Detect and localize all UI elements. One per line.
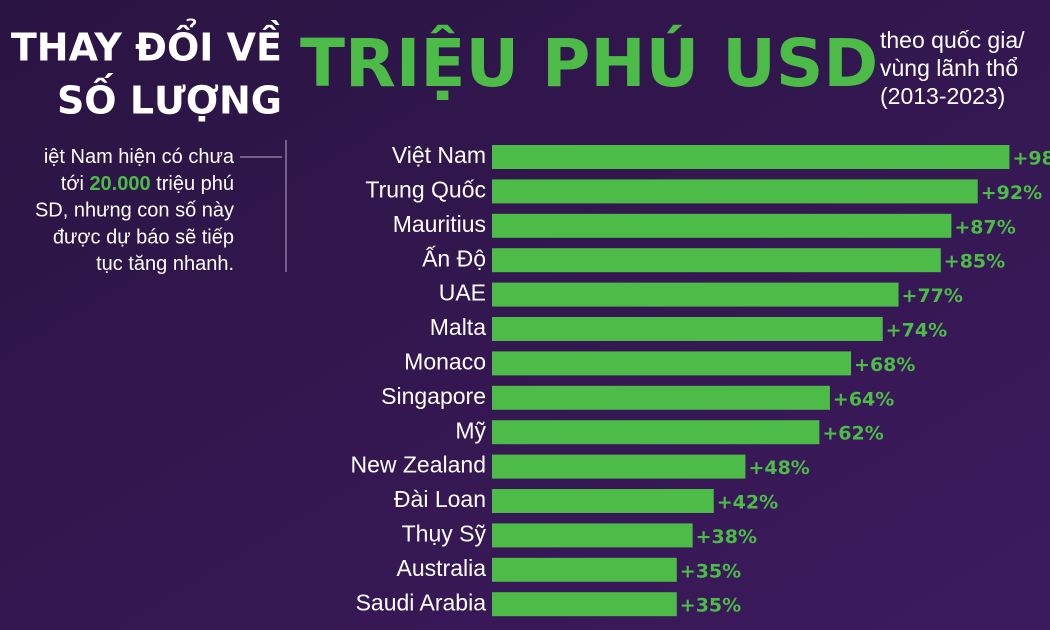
subtitle-line: theo quốc gia/ bbox=[880, 27, 1025, 53]
note: iệt Nam hiện có chưa tới 20.000 triệu phú… bbox=[35, 146, 235, 275]
category-label: Thụy Sỹ bbox=[402, 520, 487, 546]
bar bbox=[492, 213, 952, 238]
category-label: Ấn Độ bbox=[422, 244, 486, 271]
subtitle-line: vùng lãnh thổ bbox=[880, 55, 1018, 81]
bars: Việt Nam +98% Trung Quốc +92% Mauritius +87% Ấ… bbox=[350, 142, 1050, 617]
bar bbox=[492, 557, 677, 582]
subtitle-line: (2013-2023) bbox=[880, 83, 1005, 109]
category-label: Saudi Arabia bbox=[356, 589, 487, 615]
note-text: được dự báo sẽ tiếp bbox=[53, 227, 234, 249]
note-line: tục tăng nhanh. bbox=[96, 253, 234, 275]
value-label: +35% bbox=[680, 560, 741, 582]
note-line: SD, nhưng con số này bbox=[35, 200, 234, 222]
value-label: +48% bbox=[748, 457, 809, 479]
note-text: SD, nhưng con số này bbox=[35, 200, 234, 222]
category-label: Trung Quốc bbox=[365, 176, 486, 202]
category-label: Monaco bbox=[404, 348, 486, 374]
value-label: +68% bbox=[854, 354, 915, 376]
category-label: Mauritius bbox=[393, 211, 486, 237]
category-label: Việt Nam bbox=[392, 142, 486, 168]
subtitle: theo quốc gia/ vùng lãnh thổ (2013-2023) bbox=[880, 27, 1025, 109]
category-label: Đài Loan bbox=[394, 486, 486, 512]
bar bbox=[492, 592, 677, 617]
value-label: +77% bbox=[902, 285, 963, 307]
bar bbox=[492, 179, 978, 204]
headline: TRIỆU PHÚ USD bbox=[300, 24, 878, 102]
bar bbox=[492, 385, 830, 410]
note-text: tới bbox=[61, 173, 90, 195]
title-line: THAY ĐỔI VỀ bbox=[11, 20, 282, 70]
bar bbox=[492, 454, 746, 479]
category-label: Singapore bbox=[381, 383, 486, 409]
value-label: +62% bbox=[822, 423, 883, 445]
value-label: +74% bbox=[886, 320, 947, 342]
note-text: tục tăng nhanh. bbox=[96, 253, 234, 275]
category-label: UAE bbox=[439, 280, 486, 306]
category-label: Malta bbox=[430, 314, 486, 340]
bar bbox=[492, 145, 1010, 169]
value-label: +92% bbox=[981, 182, 1042, 204]
bar bbox=[492, 489, 714, 513]
bar bbox=[492, 248, 941, 273]
category-label: New Zealand bbox=[350, 452, 486, 478]
note-line: được dự báo sẽ tiếp bbox=[53, 227, 234, 249]
bar bbox=[492, 420, 820, 445]
note-line: iệt Nam hiện có chưa bbox=[44, 146, 235, 168]
category-label: Mỹ bbox=[455, 417, 486, 443]
category-label: Australia bbox=[397, 555, 487, 581]
bar bbox=[492, 523, 693, 548]
value-label: +64% bbox=[833, 388, 894, 410]
note-text: triệu phú bbox=[151, 173, 234, 195]
value-label: +85% bbox=[944, 251, 1005, 273]
value-label: +87% bbox=[954, 216, 1015, 238]
value-label: +35% bbox=[680, 595, 741, 617]
value-label: +98% bbox=[1012, 148, 1050, 170]
note-highlight: 20.000 bbox=[89, 173, 150, 195]
title-block: THAY ĐỔI VỀ SỐ LƯỢNG bbox=[11, 20, 282, 123]
title-line: SỐ LƯỢNG bbox=[57, 74, 282, 123]
bar bbox=[492, 351, 852, 376]
note-text: iệt Nam hiện có chưa bbox=[44, 146, 235, 168]
bar bbox=[492, 282, 899, 307]
note-line: tới 20.000 triệu phú bbox=[61, 173, 234, 195]
value-label: +42% bbox=[717, 492, 778, 514]
value-label: +38% bbox=[696, 526, 757, 548]
bar bbox=[492, 317, 883, 341]
